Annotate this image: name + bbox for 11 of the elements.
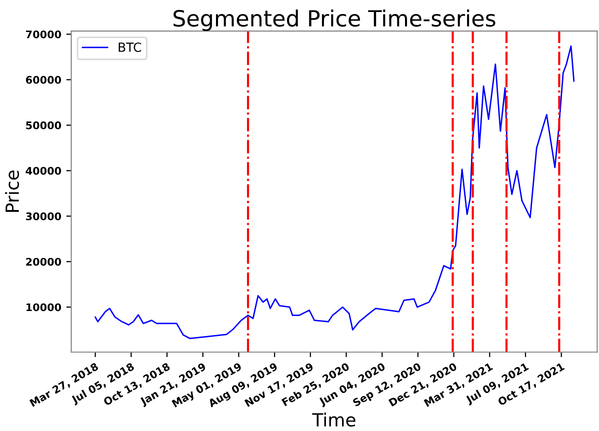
y-axis-title: Price [5,170,20,212]
y-tick-label: 70000 [26,30,62,38]
y-tick-label: 20000 [26,258,62,266]
y-tick-label: 10000 [26,303,62,312]
x-axis-title: Time [312,412,356,427]
y-tick-label: 60000 [26,76,62,84]
y-tick-label: 30000 [26,212,62,220]
y-tick-label: 40000 [26,166,62,175]
chart-title: Segmented Price Time-series [174,10,496,32]
y-tick-label: 50000 [26,121,62,130]
legend-label: BTC [118,42,142,52]
